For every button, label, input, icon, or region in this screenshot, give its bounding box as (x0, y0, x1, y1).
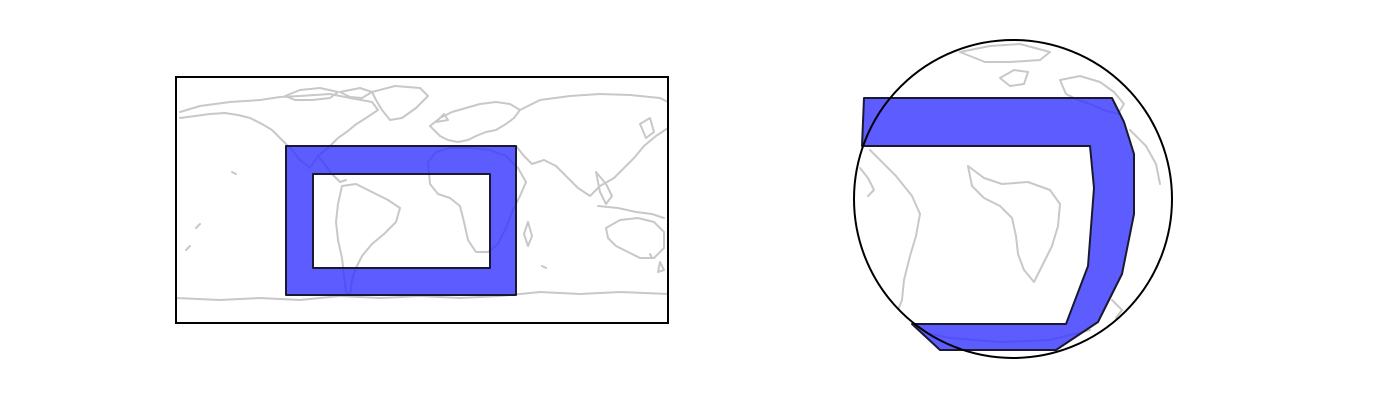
coastline-north-america (179, 93, 379, 169)
coastline-asia (515, 93, 668, 197)
coastline-greenland (371, 85, 429, 121)
map-frame-right (853, 39, 1173, 359)
coastline-europe (429, 101, 521, 143)
coastline-africa-ortho (967, 165, 1061, 283)
coastline-australia (605, 217, 665, 259)
map-panel-right (853, 39, 1173, 359)
coastline-south-america-ortho (869, 149, 921, 311)
map-frame-left (175, 76, 669, 324)
polygon-shape-left (285, 145, 517, 296)
polygon-shape-right (861, 97, 1135, 351)
map-panel-left (175, 76, 669, 324)
